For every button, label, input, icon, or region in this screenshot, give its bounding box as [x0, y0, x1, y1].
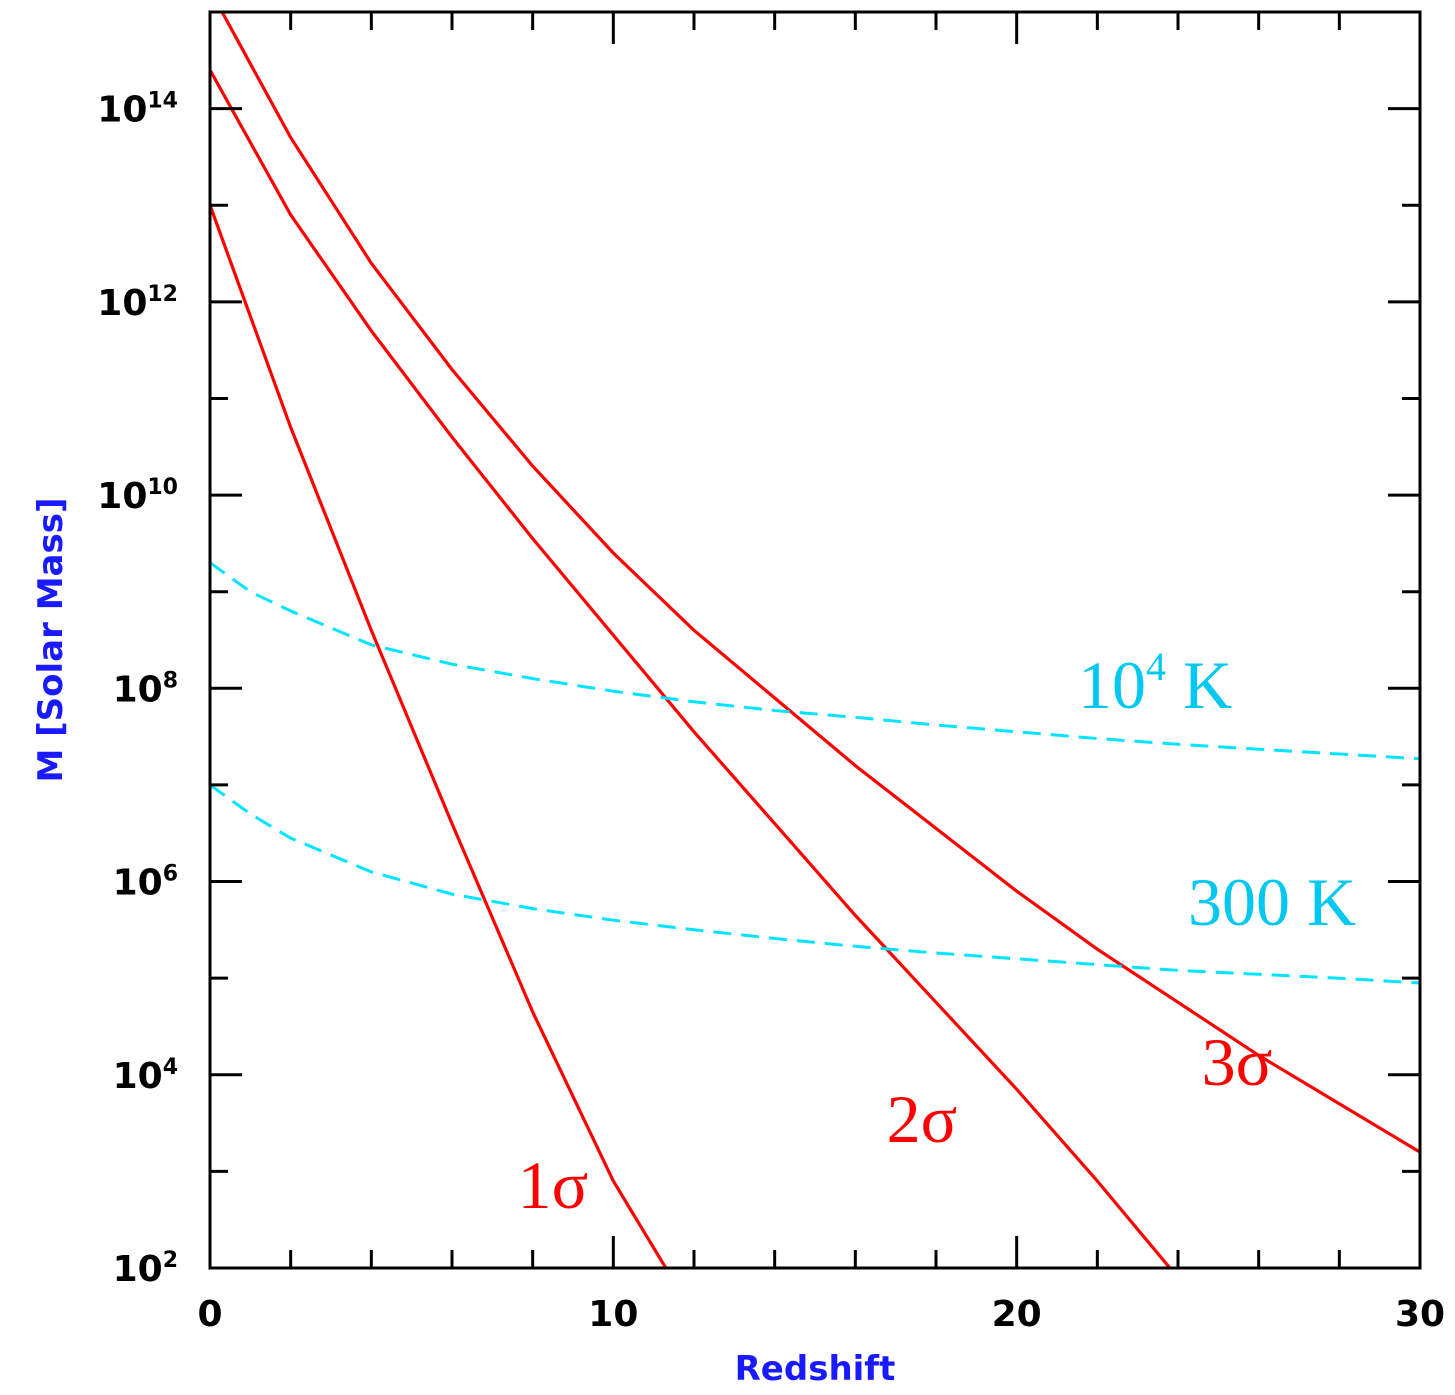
annotation-a2: 2σ: [887, 1081, 958, 1157]
y-tick-label: 104: [113, 1055, 178, 1097]
y-tick-label: 106: [113, 862, 178, 904]
annotation-a300: 300 K: [1188, 864, 1356, 940]
y-tick-label: 1012: [97, 282, 178, 324]
series-line-s1: [210, 204, 668, 1268]
y-tick-label: 1014: [97, 89, 178, 131]
annotation-a1: 1σ: [518, 1147, 589, 1223]
y-tick-label: 108: [113, 668, 178, 710]
x-tick-label: 0: [197, 1294, 222, 1335]
series-line-t4: [210, 561, 1420, 761]
y-axis-title: M [Solar Mass]: [31, 497, 71, 782]
series-layer: [210, 12, 1420, 1268]
ticks-layer: [208, 10, 1422, 1270]
annotation-a3: 3σ: [1202, 1024, 1273, 1100]
x-axis-title: Redshift: [735, 1349, 896, 1389]
x-tick-label: 20: [992, 1294, 1042, 1335]
curve-annotations: 1σ 2σ 3σ 104 K 300 K: [518, 644, 1356, 1223]
y-tick-label: 102: [113, 1248, 178, 1290]
x-tick-label: 30: [1395, 1294, 1445, 1335]
y-tick-label: 1010: [97, 475, 178, 517]
x-tick-label: 10: [588, 1294, 638, 1335]
series-line-s2: [210, 69, 1172, 1268]
series-line-s3: [220, 12, 1420, 1154]
annotation-a4: 104 K: [1078, 644, 1232, 723]
plot-frame: [208, 10, 1422, 1270]
series-line-t300: [210, 783, 1420, 985]
tick-labels: 0 10 20 30 102 104 106 108 1010 1012 1014: [97, 89, 1445, 1335]
